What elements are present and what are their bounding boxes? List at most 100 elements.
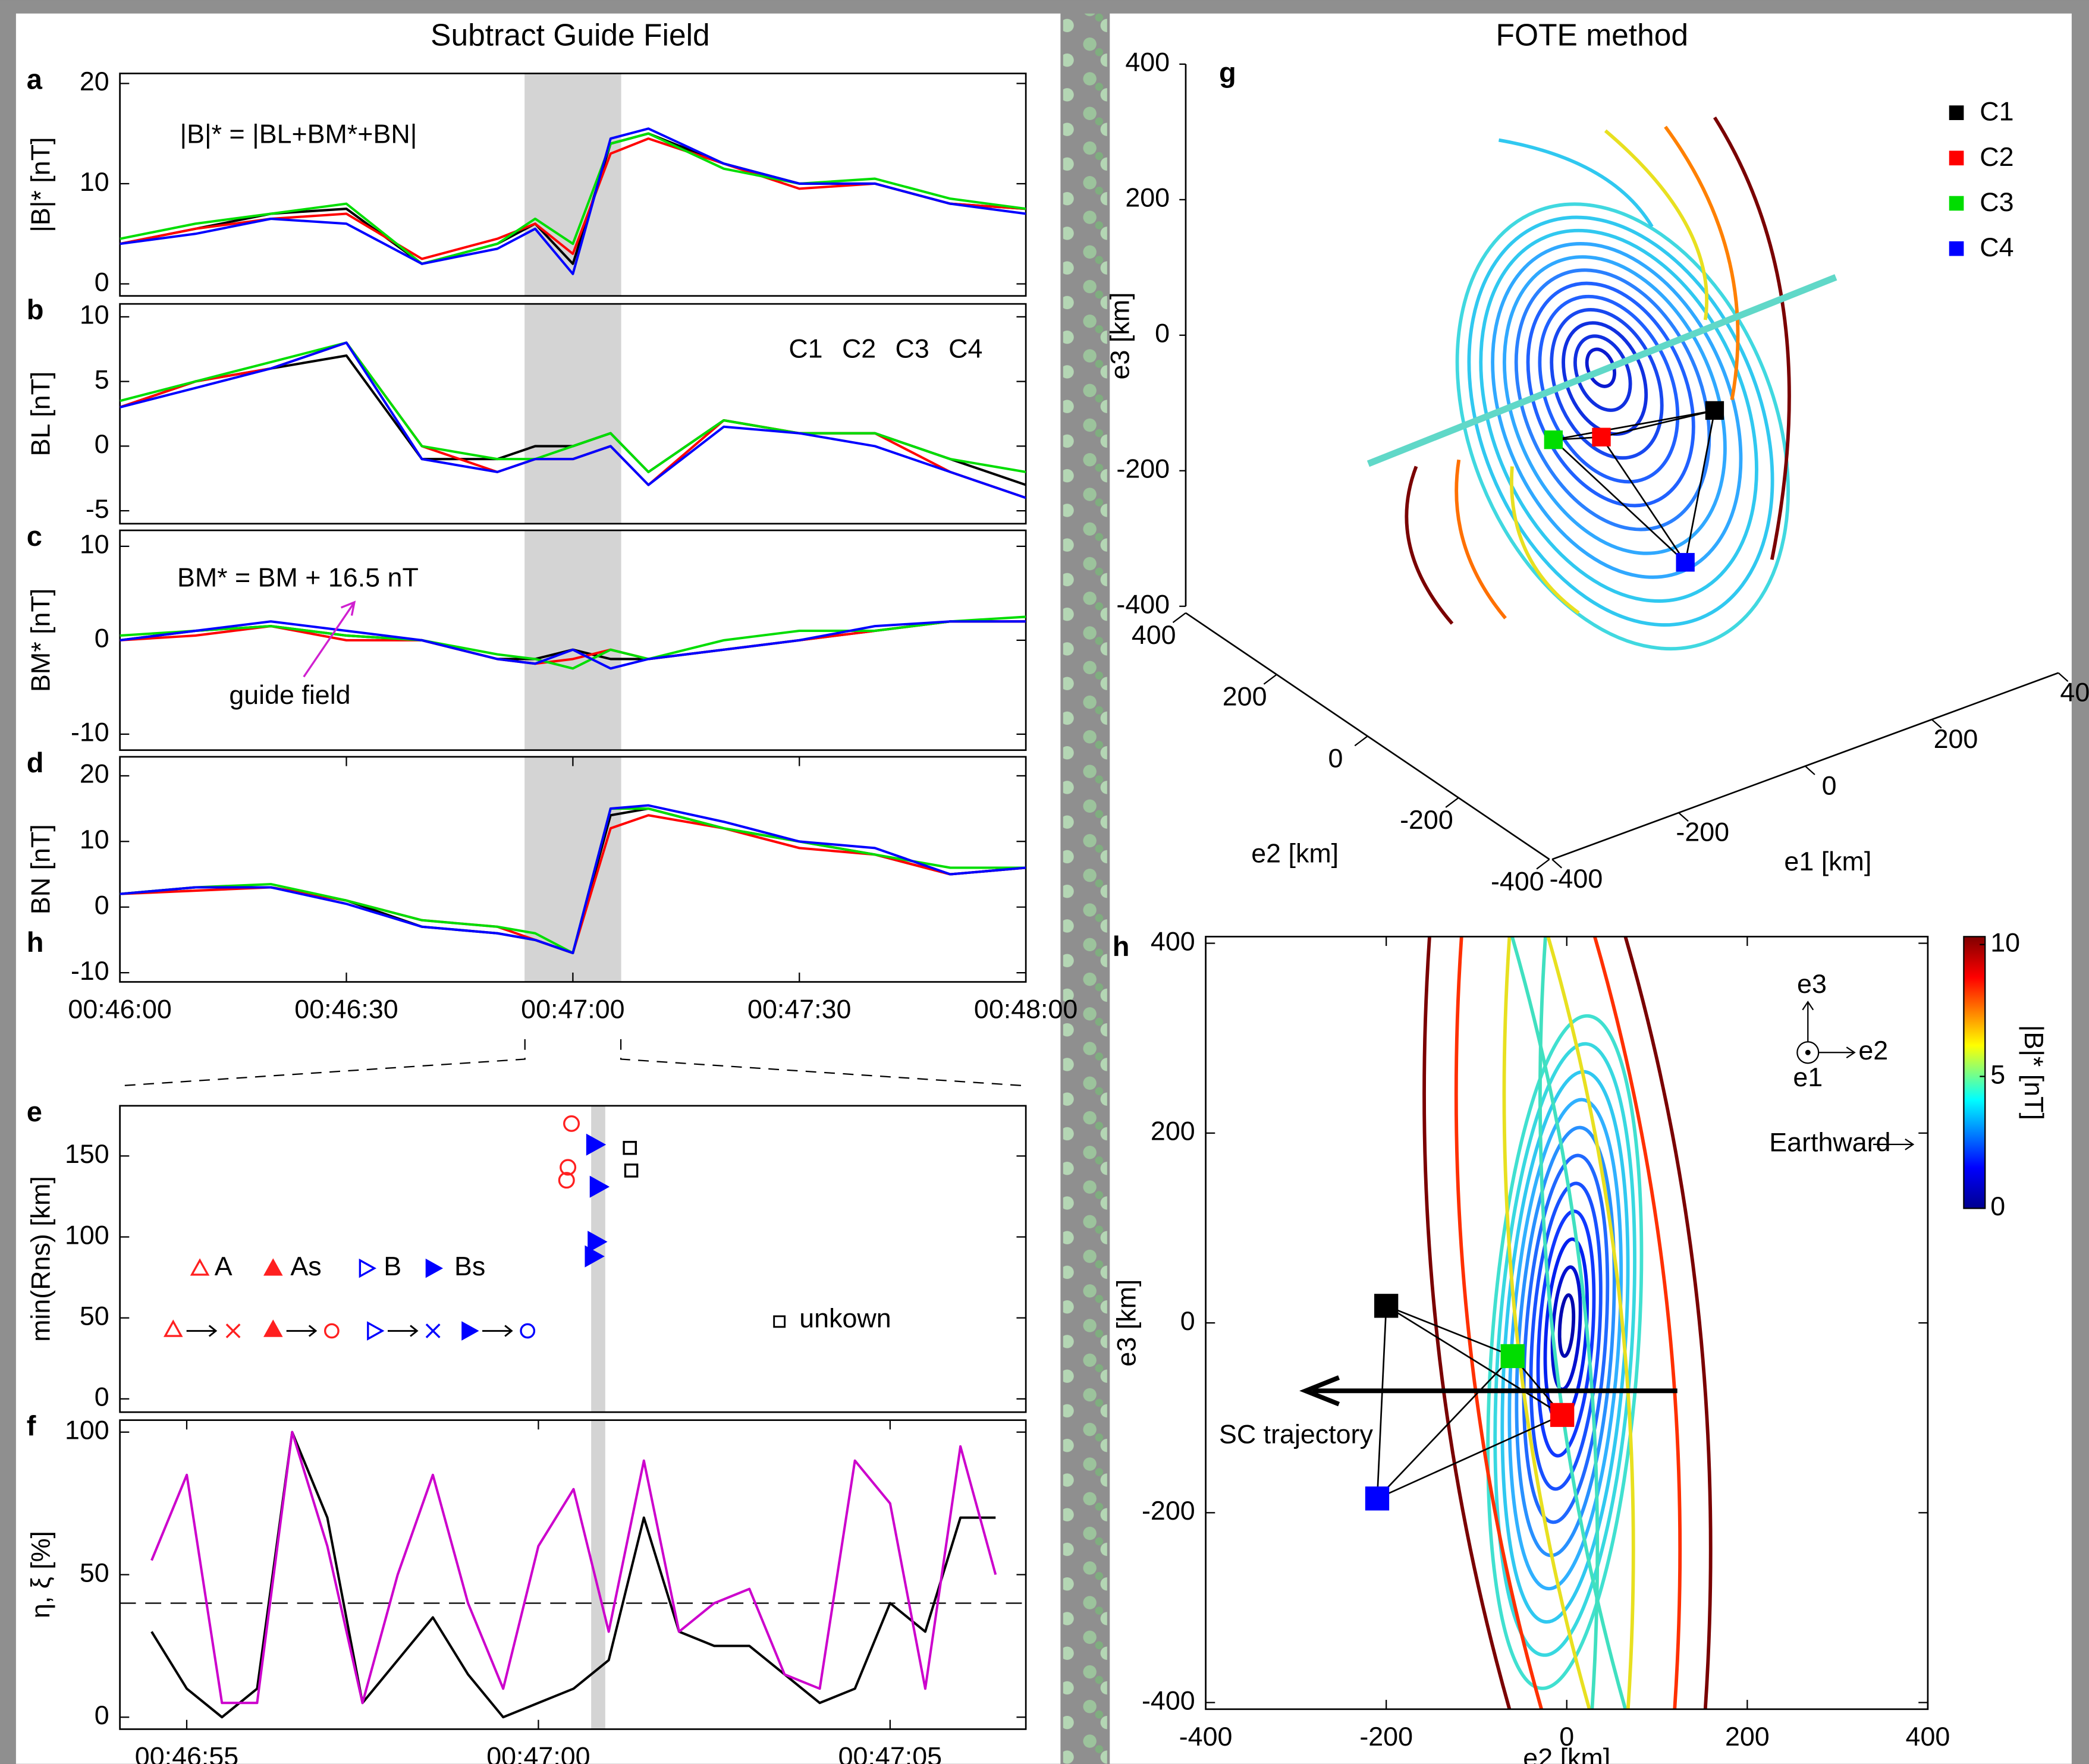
y-tick-label: 150	[65, 1139, 109, 1169]
annotation: |B|* = |BL+BM*+BN|	[180, 120, 417, 149]
trajectory-arrow	[1299, 1375, 1678, 1407]
y-tick-label: -200	[1142, 1496, 1195, 1526]
plot-frame	[119, 1105, 1027, 1413]
plot-frame	[119, 303, 1027, 525]
tetrahedron-edge	[1376, 1306, 1387, 1499]
panel-label: h	[1113, 930, 1130, 962]
field-line	[1454, 936, 1543, 1709]
axis-tick-label: 400	[1125, 48, 1170, 77]
field-line	[1455, 202, 1790, 651]
y-tick-label: 0	[95, 267, 109, 297]
axis-tick-label: -400	[1550, 864, 1603, 894]
spacecraft	[1500, 1344, 1525, 1369]
x-tick-label: 00:46:30	[294, 995, 398, 1024]
axis-tick-label: 0	[1822, 771, 1837, 800]
legend-label: C4	[1980, 232, 2013, 262]
y-tick-label: 5	[95, 364, 109, 394]
legend-swatch	[1949, 196, 1964, 211]
field-line	[1546, 936, 1635, 1709]
y-tick-label: 0	[95, 429, 109, 459]
axis-tick-label: -200	[1676, 817, 1729, 847]
point	[624, 1164, 639, 1178]
legend-swatch	[1949, 150, 1964, 166]
legend-label: A	[215, 1252, 233, 1281]
y-tick-label: -10	[71, 718, 109, 747]
axis-tick	[1445, 797, 1459, 808]
series-line	[120, 341, 1026, 473]
colorbar	[1963, 936, 1986, 1209]
y-axis-label: |B|* [nT]	[26, 137, 56, 232]
y-axis-label: BL [nT]	[26, 372, 56, 457]
axis-label: e3 [km]	[1105, 292, 1135, 379]
tetrahedron-edge	[1377, 1414, 1563, 1499]
legend-symbol	[520, 1323, 536, 1339]
axis-tick-label: 200	[1223, 682, 1267, 712]
x-tick-label: -200	[1359, 1722, 1413, 1752]
annotation: BM* = BM + 16.5 nT	[177, 563, 419, 593]
x-tick-label: 00:46:00	[68, 995, 171, 1024]
legend-symbol	[263, 1258, 283, 1276]
field-line	[1405, 466, 1454, 625]
panel-label: a	[27, 63, 43, 95]
legend-symbol	[773, 1315, 786, 1328]
point	[623, 1140, 637, 1155]
y-tick-label: 200	[1151, 1117, 1195, 1146]
field-line	[1557, 1293, 1576, 1358]
tetrahedron-edge	[1601, 410, 1715, 438]
axis-tick-label: 200	[1125, 183, 1170, 213]
field-line	[1510, 936, 1600, 1709]
point	[558, 1172, 575, 1189]
shaded-interval	[524, 304, 621, 524]
field-line	[1529, 1181, 1603, 1491]
y-axis-label: e3 [km]	[1111, 1279, 1141, 1367]
legend-symbol	[263, 1319, 283, 1337]
legend-label: Bs	[454, 1252, 485, 1281]
y-tick-label: 0	[95, 1382, 109, 1412]
series-line	[120, 341, 1026, 499]
point	[563, 1115, 580, 1132]
y-tick-label: 10	[80, 300, 109, 330]
field-line	[1502, 936, 1591, 1709]
legend-label: B	[384, 1252, 401, 1281]
axis-icon-label: e1	[1793, 1062, 1823, 1092]
x-axis-label: e2 [km]	[1523, 1743, 1610, 1764]
x-tick-label: 00:47:00	[486, 1742, 590, 1764]
axis-tick	[1354, 735, 1368, 747]
spacecraft	[1550, 1403, 1575, 1427]
y-tick-label: -5	[86, 494, 109, 524]
axis-icon	[1802, 1001, 1856, 1059]
shaded-interval	[524, 756, 621, 982]
tetrahedron-edge	[1600, 436, 1686, 563]
plot-area	[120, 615, 1026, 670]
field-line	[1522, 1153, 1610, 1524]
spacecraft	[1544, 430, 1563, 449]
y-axis-label: BN [nT]	[26, 824, 56, 914]
y-axis-label: η, ξ [%]	[26, 1531, 56, 1618]
direction-arrow	[1873, 1138, 1915, 1150]
axis-tick-label: 200	[1934, 724, 1978, 754]
point	[560, 1159, 577, 1176]
legend-swatch	[1949, 241, 1964, 256]
panel-label: d	[27, 747, 44, 778]
y-axis-label: BM* [nT]	[26, 589, 56, 692]
y-axis-label: min(Rns) [km]	[26, 1176, 56, 1342]
y-tick-label: 100	[65, 1220, 109, 1250]
shaded-interval	[591, 1420, 605, 1730]
axis-icon-label: e3	[1797, 969, 1827, 999]
plot-area	[120, 804, 1026, 954]
y-tick-label: 10	[80, 167, 109, 197]
field-line	[1455, 459, 1507, 620]
field-line	[1503, 255, 1727, 555]
field-line	[1510, 466, 1580, 615]
point	[589, 1175, 610, 1198]
tetrahedron-edge	[1553, 439, 1686, 563]
legend-label: C1	[789, 334, 822, 363]
legend-label: C2	[1980, 142, 2013, 172]
series-line	[150, 1430, 997, 1705]
x-tick-label: 00:48:00	[974, 995, 1078, 1024]
field-line	[1623, 936, 1713, 1709]
field-line	[1526, 281, 1695, 508]
x-tick-label: 00:47:05	[838, 1742, 942, 1764]
colorbar-tick-label: 0	[1990, 1191, 2005, 1221]
